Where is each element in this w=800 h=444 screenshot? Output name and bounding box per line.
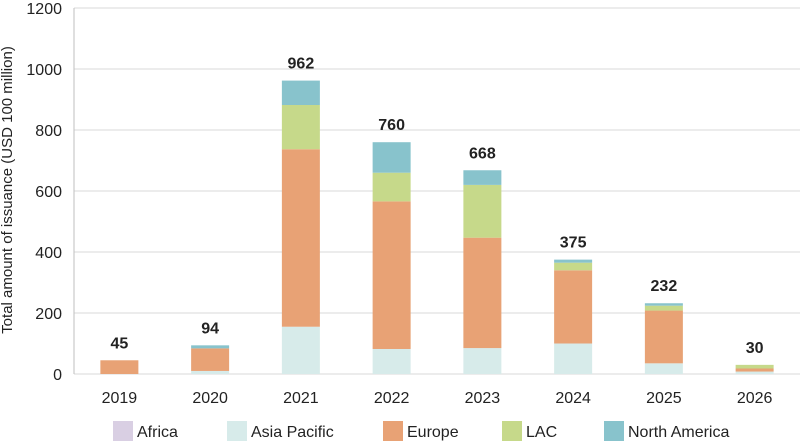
bar-segment-lac bbox=[735, 364, 774, 369]
x-tick-label: 2025 bbox=[646, 390, 682, 407]
bar-segment-europe bbox=[463, 237, 502, 349]
legend-item-africa: Africa bbox=[113, 421, 178, 441]
bar-total-label: 94 bbox=[201, 320, 219, 337]
y-tick-label: 0 bbox=[53, 367, 62, 384]
bars bbox=[100, 80, 774, 374]
y-tick-label: 200 bbox=[35, 306, 62, 323]
y-tick-label: 800 bbox=[35, 123, 62, 140]
bar-segment-europe bbox=[372, 201, 411, 349]
bar-segment-north-america bbox=[554, 259, 593, 263]
x-tick-label: 2022 bbox=[374, 390, 410, 407]
y-tick-label: 1200 bbox=[26, 1, 62, 18]
bar-total-label: 375 bbox=[560, 235, 587, 252]
bar-segment-lac bbox=[554, 262, 593, 271]
y-tick-label: 600 bbox=[35, 184, 62, 201]
bar-total-label: 962 bbox=[288, 56, 315, 73]
bar-segment-asia-pacific bbox=[735, 371, 774, 374]
bar-total-label: 232 bbox=[651, 278, 678, 295]
bar-segment-north-america bbox=[281, 80, 320, 105]
legend-label: Asia Pacific bbox=[251, 424, 334, 441]
grid-lines bbox=[74, 7, 800, 375]
bar-total-label: 30 bbox=[746, 340, 764, 357]
legend-swatch bbox=[227, 421, 247, 441]
legend-label: Africa bbox=[137, 424, 178, 441]
bar-segment-lac bbox=[372, 172, 411, 202]
bar-segment-asia-pacific bbox=[644, 363, 683, 374]
legend-item-north-america: North America bbox=[604, 421, 729, 441]
bar-segment-north-america bbox=[644, 303, 683, 306]
legend-swatch bbox=[383, 421, 403, 441]
bar-total-label: 45 bbox=[110, 335, 128, 352]
bar-segment-north-america bbox=[191, 345, 230, 349]
legend-item-asia-pacific: Asia Pacific bbox=[227, 421, 334, 441]
bar-segment-europe bbox=[191, 348, 230, 371]
x-tick-label: 2023 bbox=[465, 390, 501, 407]
bar-segment-asia-pacific bbox=[372, 348, 411, 374]
bar-segment-asia-pacific bbox=[554, 343, 593, 374]
legend: Africa Asia Pacific Europe LAC North America bbox=[113, 421, 729, 441]
x-tick-label: 2024 bbox=[555, 390, 591, 407]
bar-segment-europe bbox=[281, 149, 320, 327]
legend-swatch bbox=[113, 421, 133, 441]
bar-segment-lac bbox=[281, 104, 320, 150]
x-tick-label: 2019 bbox=[102, 390, 138, 407]
bar-total-label: 668 bbox=[469, 145, 496, 162]
legend-label: Europe bbox=[407, 424, 459, 441]
bar-segment-lac bbox=[644, 305, 683, 311]
data-labels: 45 94 962 760 668 375 232 30 bbox=[110, 56, 763, 357]
legend-label: North America bbox=[628, 424, 729, 441]
x-tick-label: 2020 bbox=[192, 390, 228, 407]
legend-swatch bbox=[502, 421, 522, 441]
legend-item-lac: LAC bbox=[502, 421, 557, 441]
bar-segment-europe bbox=[735, 368, 774, 372]
bar-segment-asia-pacific bbox=[281, 326, 320, 374]
bar-segment-north-america bbox=[463, 170, 502, 185]
y-tick-label: 1000 bbox=[26, 62, 62, 79]
bar-segment-north-america bbox=[372, 142, 411, 173]
bar-segment-europe bbox=[100, 360, 139, 374]
x-tick-label: 2021 bbox=[283, 390, 319, 407]
y-tick-label: 400 bbox=[35, 245, 62, 262]
bar-segment-europe bbox=[644, 310, 683, 364]
bar-segment-lac bbox=[463, 184, 502, 238]
bar-segment-europe bbox=[554, 270, 593, 344]
bar-segment-asia-pacific bbox=[191, 370, 230, 374]
legend-item-europe: Europe bbox=[383, 421, 459, 441]
bar-segment-asia-pacific bbox=[463, 348, 502, 374]
bar-total-label: 760 bbox=[378, 117, 405, 134]
legend-label: LAC bbox=[526, 424, 557, 441]
axes: Total amount of issuance (USD 100 millio… bbox=[0, 1, 773, 407]
legend-swatch bbox=[604, 421, 624, 441]
x-tick-label: 2026 bbox=[737, 390, 773, 407]
y-axis-title: Total amount of issuance (USD 100 millio… bbox=[0, 46, 16, 334]
